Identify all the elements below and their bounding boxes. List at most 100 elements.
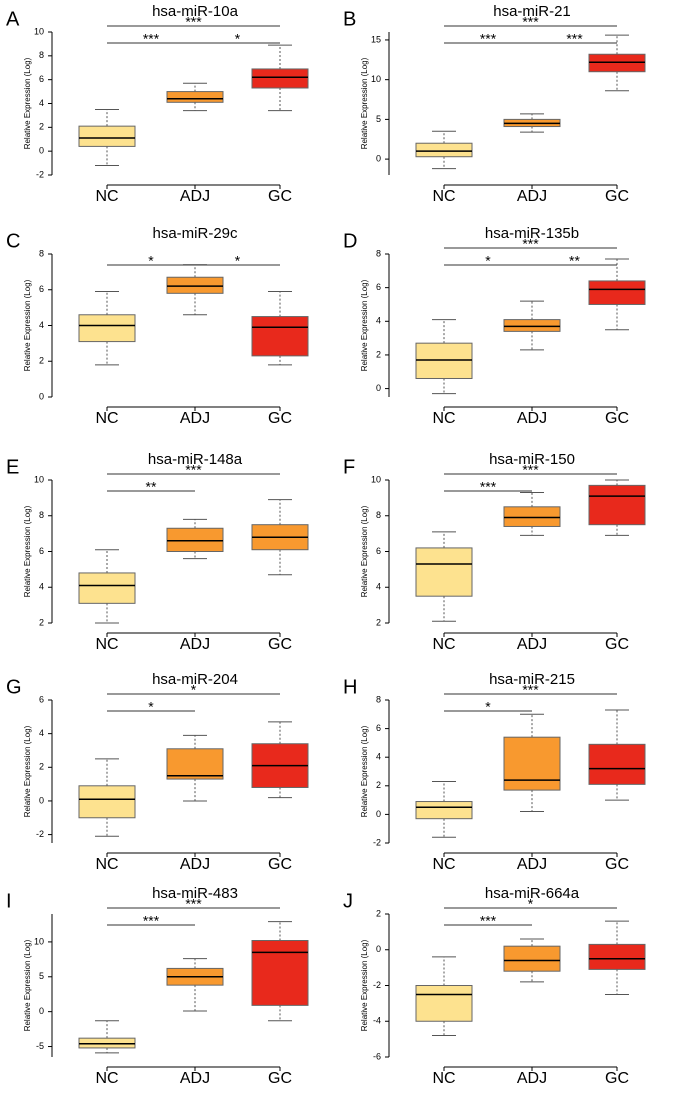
panel-label: E [6,456,19,478]
box [415,547,473,597]
y-tick-label: 10 [371,74,381,84]
panel-label: A [6,8,20,30]
y-tick-label: 5 [39,971,44,981]
x-tick-label: GC [268,856,292,873]
box [588,484,646,526]
chart-title: hsa-miR-150 [489,451,575,468]
y-axis-label: Relative Expression (Log) [23,505,32,597]
y-tick-label: 8 [39,50,44,60]
y-tick-label: 2 [376,617,381,627]
y-axis-label: Relative Expression (Log) [360,279,369,371]
x-tick-label: GC [605,636,629,653]
y-tick-label: 6 [376,282,381,292]
panel-label: G [6,676,22,698]
y-tick-label: -2 [373,980,381,990]
y-tick-label: 2 [39,762,44,772]
x-tick-label: GC [268,636,292,653]
x-tick-label: NC [95,410,118,427]
y-tick-label: 2 [39,617,44,627]
significance-label: *** [185,14,202,30]
x-tick-label: ADJ [180,410,210,427]
x-tick-label: ADJ [517,856,547,873]
y-axis-label: Relative Expression (Log) [360,725,369,817]
chart-title: hsa-miR-483 [152,885,238,902]
box [503,736,561,791]
x-tick-label: NC [432,856,455,873]
y-tick-label: -6 [373,1051,381,1061]
y-axis-label: Relative Expression (Log) [23,939,32,1031]
panel-label: I [6,890,12,912]
x-tick-label: ADJ [180,636,210,653]
y-tick-label: -5 [36,1041,44,1051]
box [415,142,473,158]
x-tick-label: GC [605,188,629,205]
y-tick-label: -2 [36,829,44,839]
y-axis-label: Relative Expression (Log) [23,725,32,817]
significance-label: * [485,253,491,269]
y-axis-label: Relative Expression (Log) [23,57,32,149]
box [78,314,136,343]
y-tick-label: 6 [39,74,44,84]
chart-title: hsa-miR-204 [152,671,238,688]
box [588,743,646,785]
y-tick-label: 0 [376,944,381,954]
x-tick-label: ADJ [180,1070,210,1087]
y-axis-label: Relative Expression (Log) [360,57,369,149]
significance-label: *** [480,479,497,495]
y-tick-label: 10 [34,474,44,484]
y-tick-label: 15 [371,34,381,44]
significance-label: * [528,896,534,912]
y-tick-label: 0 [376,383,381,393]
significance-label: ** [146,479,157,495]
y-tick-label: 2 [376,908,381,918]
x-tick-label: GC [605,410,629,427]
chart-title: hsa-miR-29c [152,225,238,242]
y-tick-label: 8 [376,694,381,704]
y-tick-label: 0 [39,795,44,805]
chart-title: hsa-miR-215 [489,671,575,688]
x-tick-label: NC [95,188,118,205]
x-tick-label: ADJ [180,856,210,873]
y-tick-label: 8 [39,248,44,258]
panel-label: B [343,8,356,30]
x-tick-label: NC [432,1070,455,1087]
significance-label: * [235,31,241,47]
significance-label: *** [480,913,497,929]
significance-label: * [148,253,154,269]
box [588,280,646,305]
x-tick-label: NC [432,410,455,427]
y-tick-label: 0 [376,809,381,819]
y-axis-label: Relative Expression (Log) [360,505,369,597]
panel-label: F [343,456,355,478]
chart-title: hsa-miR-135b [485,225,579,242]
significance-label: *** [480,31,497,47]
box [588,943,646,970]
box [78,572,136,604]
x-tick-label: GC [268,410,292,427]
box [503,319,561,332]
box [415,985,473,1022]
y-tick-label: -4 [373,1016,381,1026]
x-tick-label: NC [95,856,118,873]
x-tick-label: NC [95,1070,118,1087]
x-tick-label: GC [268,188,292,205]
significance-label: *** [566,31,583,47]
significance-label: *** [522,236,539,252]
y-tick-label: 6 [376,723,381,733]
significance-label: * [485,699,491,715]
y-tick-label: 4 [39,728,44,738]
x-tick-label: ADJ [180,188,210,205]
x-tick-label: NC [95,636,118,653]
y-tick-label: 8 [39,510,44,520]
box [503,945,561,972]
y-tick-label: 4 [39,320,44,330]
y-tick-label: 8 [376,248,381,258]
y-tick-label: 2 [376,780,381,790]
box [251,68,309,89]
y-tick-label: 10 [371,474,381,484]
panel-label: J [343,890,353,912]
box [503,506,561,527]
significance-label: * [191,682,197,698]
box [166,748,224,780]
